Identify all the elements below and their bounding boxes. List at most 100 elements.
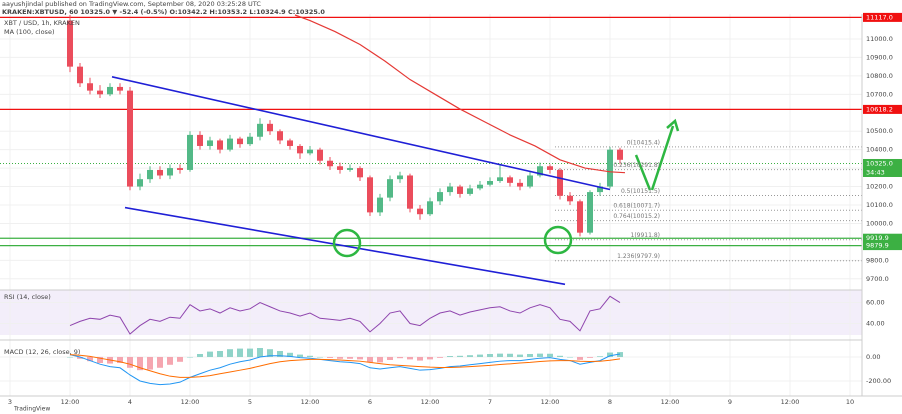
x-tick-label: 12:00 [661, 398, 680, 406]
candle-body [147, 169, 153, 180]
y-tick-label: 0.00 [866, 353, 880, 361]
candle-body [257, 123, 263, 137]
candle-body [127, 90, 133, 187]
candle-body [487, 181, 493, 185]
fib-label: 0.236(10291.8) [613, 162, 660, 169]
candle-body [217, 140, 223, 150]
candle-body [577, 201, 583, 233]
candle-body [587, 192, 593, 233]
candle-body [407, 175, 413, 209]
histogram-bar [337, 356, 343, 359]
histogram-bar [457, 355, 463, 357]
histogram-bar [137, 356, 143, 371]
rsi-line [69, 295, 621, 335]
candle-body [467, 188, 473, 194]
histogram-bar [217, 350, 223, 357]
pane-title: XBT / USD, 1h, KRAKEN [4, 19, 80, 27]
histogram-bar [417, 356, 423, 361]
macd-line [69, 353, 621, 386]
candle-body [247, 136, 253, 145]
x-tick-label: 12:00 [61, 398, 80, 406]
histogram-bar [287, 352, 293, 357]
x-tick-label: 10 [846, 398, 854, 406]
histogram-bar [297, 354, 303, 357]
histogram-bar [267, 349, 273, 357]
x-tick-label: 7 [488, 398, 492, 406]
histogram-bar [597, 356, 603, 357]
histogram-bar [617, 352, 623, 357]
candle-body [277, 131, 283, 141]
candle-body [517, 182, 523, 187]
candle-body [287, 140, 293, 146]
logo: TradingView [13, 406, 50, 413]
candle-body [387, 179, 393, 198]
candle-body [117, 86, 123, 91]
candle-body [97, 90, 103, 95]
y-tick-label: 10400.0 [866, 146, 893, 154]
histogram-bar [397, 356, 403, 359]
histogram-bar [227, 349, 233, 357]
candle-body [557, 169, 563, 196]
trendline [124, 206, 566, 286]
candle-body [197, 134, 203, 146]
candle-body [607, 149, 613, 187]
candle-body [77, 66, 83, 84]
histogram-bar [197, 353, 203, 357]
histogram-bar [277, 350, 283, 357]
arrow-stroke [650, 125, 675, 191]
candle-body [367, 177, 373, 213]
histogram-bar [607, 352, 613, 357]
level-tag [863, 233, 902, 243]
candle-body [327, 160, 333, 167]
candle-body [187, 134, 193, 170]
level-tag-label: 10618.2 [866, 105, 893, 113]
histogram-bar [537, 353, 543, 357]
candle-body [617, 149, 623, 160]
histogram-bar [517, 354, 523, 357]
arrow-head [666, 118, 680, 132]
highlight-circle [332, 228, 362, 258]
histogram-bar [497, 353, 503, 357]
x-tick-label: 6 [368, 398, 372, 406]
y-tick-label: 9800.0 [866, 256, 889, 264]
candle-body [347, 168, 353, 170]
histogram-bar [587, 356, 593, 358]
x-tick-label: 12:00 [421, 398, 440, 406]
candle-body [377, 197, 383, 213]
histogram-bar [77, 356, 83, 359]
candle-body [337, 166, 343, 170]
candle-body [537, 166, 543, 176]
arrow-stroke [634, 154, 652, 191]
histogram-bar [347, 356, 353, 359]
x-tick-label: 12:00 [181, 398, 200, 406]
histogram-bar [127, 356, 133, 368]
candle-body [357, 168, 363, 178]
candle-body [447, 186, 453, 193]
ma-line [294, 14, 626, 174]
y-tick-label: 11000.0 [866, 35, 893, 43]
histogram-bar [357, 356, 363, 360]
histogram-bar [437, 356, 443, 358]
candle-body [297, 145, 303, 154]
histogram-bar [387, 356, 393, 360]
y-tick-label: 10200.0 [866, 183, 893, 191]
histogram-bar [177, 356, 183, 362]
candle-body [67, 20, 73, 67]
histogram-bar [577, 356, 583, 360]
candle-body [237, 138, 243, 145]
histogram-bar [147, 356, 153, 370]
candle-body [267, 123, 273, 132]
histogram-bar [377, 356, 383, 363]
candle-body [207, 140, 213, 146]
y-tick-label: 10500.0 [866, 127, 893, 135]
candle-body [107, 86, 113, 95]
histogram-bar [167, 356, 173, 365]
annotations [332, 118, 680, 258]
candle-body [87, 83, 93, 91]
histogram-bar [507, 353, 513, 357]
x-tick-label: 9 [728, 398, 732, 406]
fib-label: 0.764(10015.2) [613, 213, 660, 220]
histogram-bar [187, 356, 193, 358]
histogram-bar [157, 356, 163, 368]
